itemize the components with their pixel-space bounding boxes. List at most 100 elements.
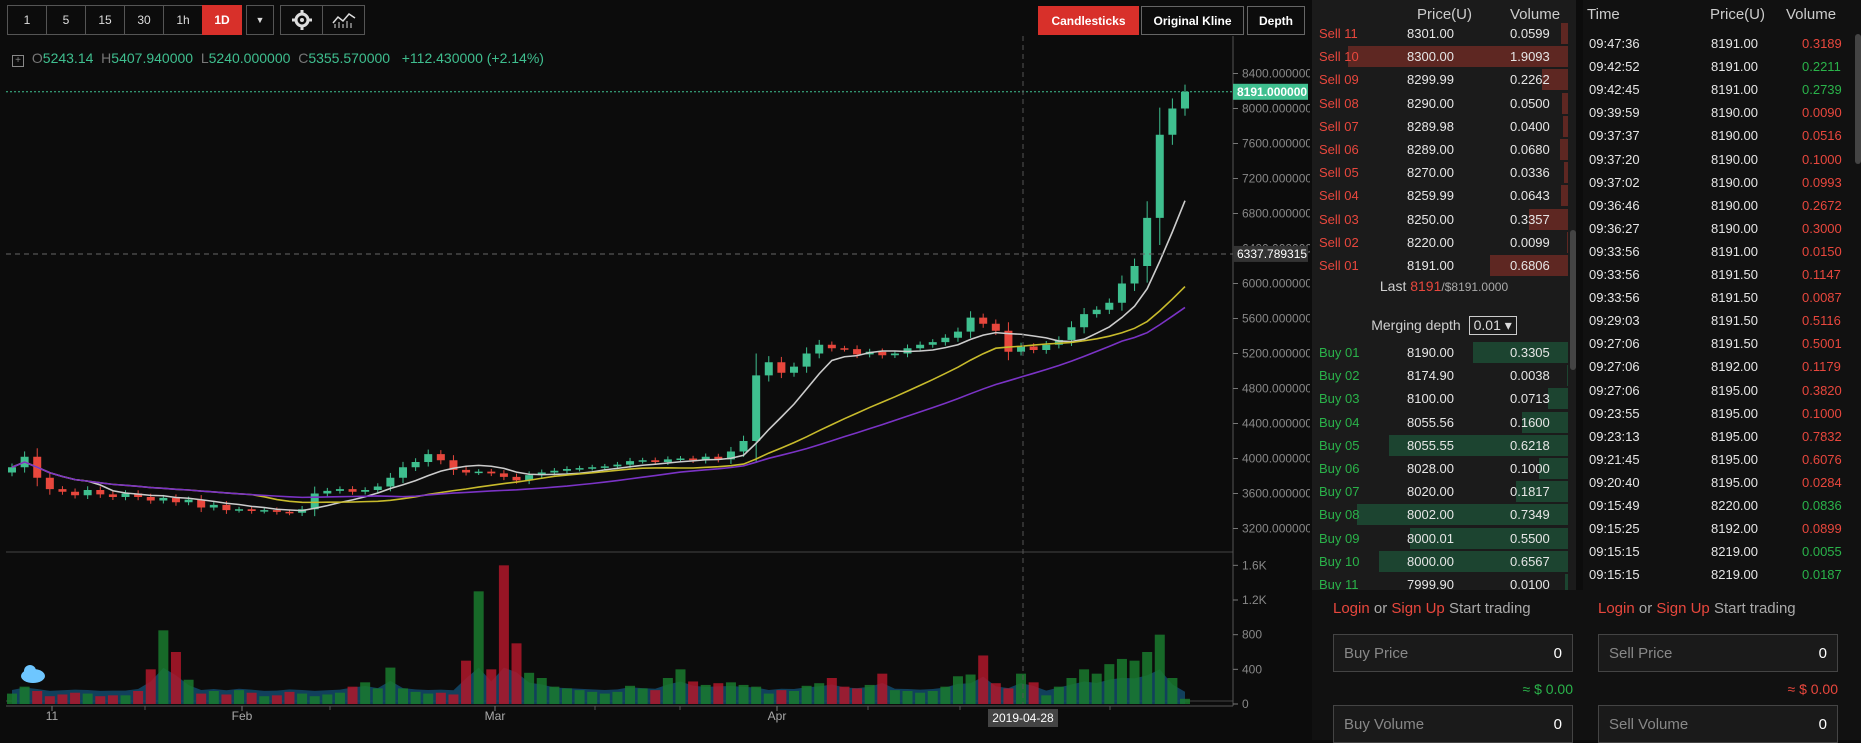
settings-button[interactable] (280, 5, 323, 35)
bid-row[interactable]: Buy 06 8028.00 0.1000 (1312, 457, 1576, 480)
ask-row[interactable]: Sell 06 8289.00 0.0680 (1312, 138, 1576, 161)
candle-body (285, 511, 294, 514)
trades-scrollbar[interactable] (1855, 34, 1861, 164)
price-tick-label: 4800.000000 (1242, 382, 1310, 396)
bid-row[interactable]: Buy 10 8000.00 0.6567 (1312, 550, 1576, 573)
interval-button-1h[interactable]: 1h (163, 5, 203, 35)
ask-row[interactable]: Sell 09 8299.99 0.2262 (1312, 68, 1576, 91)
price-tick-label: 8000.000000 (1242, 102, 1310, 116)
sell-volume-input[interactable]: Sell Volume 0 (1598, 705, 1838, 743)
price-tick-label: 6800.000000 (1242, 207, 1310, 221)
candle-body (941, 337, 950, 343)
candlesticks-button[interactable]: Candlesticks (1038, 6, 1139, 35)
buy-login-link[interactable]: Login (1333, 600, 1370, 617)
bid-row[interactable]: Buy 08 8002.00 0.7349 (1312, 503, 1576, 526)
candle-body (979, 317, 988, 324)
ob-price: 8259.99 (1407, 188, 1454, 204)
volume-bar (360, 682, 371, 704)
indicators-button[interactable] (322, 5, 365, 35)
candle-body (588, 467, 597, 469)
ob-price: 8055.56 (1407, 414, 1454, 430)
interval-button-15[interactable]: 15 (85, 5, 125, 35)
bid-row[interactable]: Buy 02 8174.90 0.0038 (1312, 364, 1576, 387)
volume-bar (612, 691, 623, 704)
depth-bar (1566, 365, 1568, 387)
trade-price: 8219.00 (1711, 567, 1758, 583)
trade-time: 09:27:06 (1589, 359, 1640, 375)
sell-signup-link[interactable]: Sign Up (1656, 600, 1710, 617)
ob-price: 8174.90 (1407, 368, 1454, 384)
bid-row[interactable]: Buy 11 7999.90 0.0100 (1312, 573, 1576, 596)
bid-row[interactable]: Buy 07 8020.00 0.1817 (1312, 480, 1576, 503)
trade-price: 8192.00 (1711, 521, 1758, 537)
depth-button[interactable]: Depth (1247, 6, 1305, 35)
buy-signup-link[interactable]: Sign Up (1391, 600, 1445, 617)
current-price-label: 8191.000000 (1237, 85, 1307, 99)
bid-row[interactable]: Buy 03 8100.00 0.0713 (1312, 387, 1576, 410)
candle-body (1080, 314, 1089, 328)
volume-bar (927, 691, 938, 704)
ohlc-legend: + O5243.14 H5407.940000 L5240.000000 C53… (12, 50, 544, 67)
order-book-scrollbar[interactable] (1570, 230, 1576, 370)
time-tick-label: Feb (232, 709, 253, 723)
ob-price: 8000.00 (1407, 553, 1454, 569)
volume-bar (662, 678, 673, 704)
volume-tick-label: 800 (1242, 628, 1262, 642)
ask-row[interactable]: Sell 08 8290.00 0.0500 (1312, 92, 1576, 115)
trade-volume: 0.1147 (1802, 267, 1841, 282)
merging-depth-select[interactable]: 0.01 ▾ (1468, 316, 1517, 335)
trade-price: 8195.00 (1711, 382, 1758, 398)
volume-bar (675, 669, 686, 704)
interval-button-30[interactable]: 30 (124, 5, 164, 35)
buy-volume-input[interactable]: Buy Volume 0 (1333, 705, 1573, 743)
bid-row[interactable]: Buy 01 8190.00 0.3305 (1312, 341, 1576, 364)
volume-bar (1016, 673, 1027, 704)
ask-row[interactable]: Sell 05 8270.00 0.0336 (1312, 161, 1576, 184)
bid-row[interactable]: Buy 05 8055.55 0.6218 (1312, 434, 1576, 457)
crosshair-date-label: 2019-04-28 (992, 711, 1054, 725)
price-chart[interactable]: 8400.000000 8000.000000 7600.000000 7200.00… (0, 36, 1310, 736)
ask-row[interactable]: Sell 10 8300.00 1.9093 (1312, 45, 1576, 68)
candle-body (323, 490, 332, 494)
original-kline-button[interactable]: Original Kline (1141, 6, 1244, 35)
ask-row[interactable]: Sell 11 8301.00 0.0599 (1312, 22, 1576, 45)
ask-row[interactable]: Sell 07 8289.98 0.0400 (1312, 115, 1576, 138)
ob-price: 8289.98 (1407, 118, 1454, 134)
trade-row: 09:15:15 8219.00 0.0187 (1583, 563, 1861, 586)
interval-dropdown-button[interactable]: ▼ (246, 5, 274, 35)
candle-body (335, 489, 344, 491)
buy-price-input[interactable]: Buy Price 0 (1333, 634, 1573, 672)
candle-body (487, 471, 496, 474)
sell-price-input[interactable]: Sell Price 0 (1598, 634, 1838, 672)
candle-body (108, 494, 117, 497)
interval-button-1[interactable]: 1 (7, 5, 47, 35)
ob-label: Buy 09 (1319, 530, 1360, 546)
candle-body (436, 454, 445, 461)
candle-body (197, 499, 206, 508)
ask-row[interactable]: Sell 03 8250.00 0.3357 (1312, 208, 1576, 231)
depth-bar (1409, 527, 1568, 549)
interval-button-5[interactable]: 5 (46, 5, 86, 35)
volume-bar (852, 688, 863, 704)
candle-body (222, 504, 231, 511)
interval-button-1d[interactable]: 1D (202, 5, 242, 35)
bid-row[interactable]: Buy 09 8000.01 0.5500 (1312, 527, 1576, 550)
volume-bar (183, 679, 194, 704)
ob-volume: 0.3357 (1510, 211, 1550, 227)
depth-bar (1472, 342, 1568, 363)
ask-row[interactable]: Sell 02 8220.00 0.0099 (1312, 231, 1576, 254)
ask-row[interactable]: Sell 04 8259.99 0.0643 (1312, 184, 1576, 207)
depth-bar (1529, 208, 1568, 230)
candle-body (764, 362, 773, 376)
sell-login-link[interactable]: Login (1598, 600, 1635, 617)
volume-bar (789, 691, 799, 704)
trade-row: 09:27:06 8191.50 0.5001 (1583, 332, 1861, 355)
trade-volume: 0.5001 (1802, 336, 1842, 352)
ask-row[interactable]: Sell 01 8191.00 0.6806 (1312, 254, 1576, 277)
chart-indicator-icon (331, 13, 355, 28)
bid-row[interactable]: Buy 04 8055.56 0.1600 (1312, 411, 1576, 434)
trade-time: 09:15:49 (1589, 498, 1640, 513)
volume-bar (196, 693, 207, 704)
expand-icon[interactable]: + (12, 55, 24, 67)
ob-label: Sell 11 (1319, 26, 1358, 41)
